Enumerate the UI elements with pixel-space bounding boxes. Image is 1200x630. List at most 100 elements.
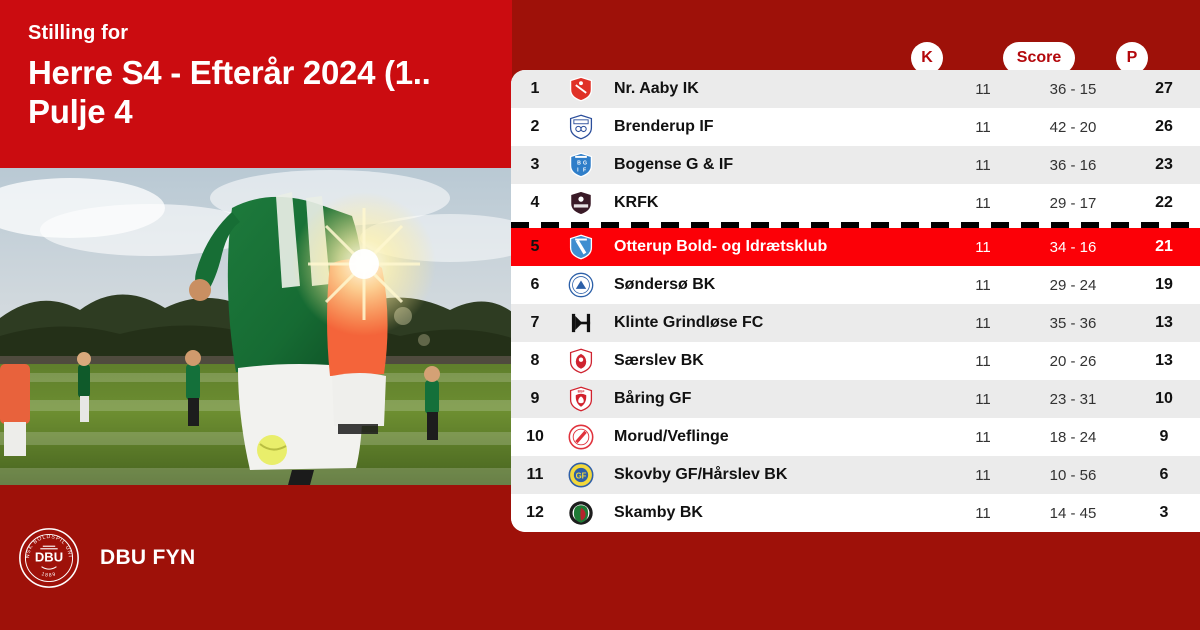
row-rank: 12 xyxy=(526,504,544,521)
table-row[interactable]: 7 Klinte Grindløse FC 11 35 - 36 13 xyxy=(511,304,1200,342)
row-points: 13 xyxy=(1155,314,1173,331)
row-team-name: Morud/Veflinge xyxy=(614,428,729,445)
row-matches-played: 11 xyxy=(975,352,991,370)
row-team-name: Klinte Grindløse FC xyxy=(614,314,764,331)
row-goal-score: 23 - 31 xyxy=(1049,390,1097,408)
row-points: 13 xyxy=(1155,352,1173,369)
row-goal-score: 10 - 56 xyxy=(1049,466,1097,484)
row-goal-score: 29 - 17 xyxy=(1049,194,1097,212)
crest-nr-aaby xyxy=(559,76,603,102)
row-team-name: Båring GF xyxy=(614,390,692,407)
header-kicker: Stilling for xyxy=(28,22,129,44)
row-goal-score: 29 - 24 xyxy=(1049,276,1097,294)
row-matches-played: 11 xyxy=(975,276,991,294)
row-team-name: Brenderup IF xyxy=(614,118,714,135)
table-row[interactable]: 6 Søndersø BK 11 29 - 24 19 xyxy=(511,266,1200,304)
crest-brenderup xyxy=(559,114,603,140)
svg-text:F: F xyxy=(583,168,586,174)
crest-saerslev xyxy=(559,348,603,374)
footer: DANSK BOLDSPIL UNION 1889 DBU DBU FYN xyxy=(0,485,512,630)
row-team-name: Bogense G & IF xyxy=(614,156,734,173)
crest-otterup xyxy=(559,234,603,260)
row-points: 10 xyxy=(1155,390,1173,407)
row-points: 27 xyxy=(1155,80,1173,97)
football-match-photo xyxy=(0,168,512,485)
row-matches-played: 11 xyxy=(975,238,991,256)
crest-morud xyxy=(559,424,603,450)
svg-text:G: G xyxy=(583,160,587,166)
table-row[interactable]: 10 Morud/Veflinge 11 18 - 24 9 xyxy=(511,418,1200,456)
table-row[interactable]: 12 Skamby BK 11 14 - 45 3 xyxy=(511,494,1200,532)
row-matches-played: 11 xyxy=(975,504,991,522)
row-points: 9 xyxy=(1159,428,1169,445)
row-matches-played: 11 xyxy=(975,428,991,446)
left-panel: Stilling for Herre S4 - Efterår 2024 (1.… xyxy=(0,0,512,630)
photo-illustration xyxy=(0,168,512,485)
row-points: 23 xyxy=(1155,156,1173,173)
svg-text:BGF: BGF xyxy=(578,390,585,394)
row-team-name: KRFK xyxy=(614,194,659,211)
promotion-cut-line xyxy=(511,222,1200,228)
table-row[interactable]: 9 BGF Båring GF 11 23 - 31 10 xyxy=(511,380,1200,418)
standings-table: 1 Nr. Aaby IK 11 36 - 15 27 2 Brenderup I… xyxy=(511,70,1200,532)
row-rank: 6 xyxy=(530,276,540,293)
row-points: 21 xyxy=(1155,238,1173,255)
row-rank: 3 xyxy=(530,156,540,173)
row-goal-score: 14 - 45 xyxy=(1049,504,1097,522)
svg-text:1889: 1889 xyxy=(41,571,58,578)
table-row[interactable]: 8 Særslev BK 11 20 - 26 13 xyxy=(511,342,1200,380)
row-rank: 9 xyxy=(530,390,540,407)
row-team-name: Skovby GF/Hårslev BK xyxy=(614,466,788,483)
row-matches-played: 11 xyxy=(975,390,991,408)
row-team-name: Skamby BK xyxy=(614,504,703,521)
dbu-logo: DANSK BOLDSPIL UNION 1889 DBU xyxy=(18,527,79,588)
table-row[interactable]: 3 B G I F Bogense G & IF 11 36 - 16 23 xyxy=(511,146,1200,184)
row-matches-played: 11 xyxy=(975,118,991,136)
row-rank: 10 xyxy=(526,428,544,445)
row-rank: 4 xyxy=(530,194,540,211)
row-goal-score: 36 - 16 xyxy=(1049,156,1097,174)
row-goal-score: 36 - 15 xyxy=(1049,80,1097,98)
svg-text:DBU: DBU xyxy=(35,549,63,564)
row-rank: 1 xyxy=(530,80,540,97)
row-team-name: Nr. Aaby IK xyxy=(614,80,699,97)
row-points: 3 xyxy=(1159,504,1169,521)
row-goal-score: 35 - 36 xyxy=(1049,314,1097,332)
row-rank: 11 xyxy=(526,466,544,483)
footer-org-label: DBU FYN xyxy=(100,545,196,569)
row-points: 26 xyxy=(1155,118,1173,135)
svg-text:B: B xyxy=(577,160,581,166)
row-goal-score: 18 - 24 xyxy=(1049,428,1097,446)
svg-text:GF: GF xyxy=(576,471,587,480)
svg-text:I: I xyxy=(577,168,579,174)
crest-bogense: B G I F xyxy=(559,152,603,178)
table-row[interactable]: 5 Otterup Bold- og Idrætsklub 11 34 - 16… xyxy=(511,228,1200,266)
row-team-name: Søndersø BK xyxy=(614,276,716,293)
row-rank: 8 xyxy=(530,352,540,369)
table-row[interactable]: 2 Brenderup IF 11 42 - 20 26 xyxy=(511,108,1200,146)
crest-skovby: GF xyxy=(559,462,603,488)
row-matches-played: 11 xyxy=(975,194,991,212)
row-matches-played: 11 xyxy=(975,80,991,98)
row-points: 6 xyxy=(1159,466,1169,483)
crest-klinte xyxy=(559,310,603,336)
row-matches-played: 11 xyxy=(975,156,991,174)
row-points: 22 xyxy=(1155,194,1173,211)
crest-baaring: BGF xyxy=(559,386,603,412)
crest-krfk xyxy=(559,190,603,216)
row-rank: 7 xyxy=(530,314,540,331)
row-rank: 5 xyxy=(530,238,540,255)
row-matches-played: 11 xyxy=(975,314,991,332)
row-matches-played: 11 xyxy=(975,466,991,484)
row-team-name: Særslev BK xyxy=(614,352,704,369)
header-block: Stilling for Herre S4 - Efterår 2024 (1.… xyxy=(0,0,512,168)
table-row[interactable]: 11 GF Skovby GF/Hårslev BK 11 10 - 56 6 xyxy=(511,456,1200,494)
row-team-name: Otterup Bold- og Idrætsklub xyxy=(614,238,828,255)
row-goal-score: 20 - 26 xyxy=(1049,352,1097,370)
row-points: 19 xyxy=(1155,276,1173,293)
table-row[interactable]: 1 Nr. Aaby IK 11 36 - 15 27 xyxy=(511,70,1200,108)
table-row[interactable]: 4 KRFK 11 29 - 17 22 xyxy=(511,184,1200,222)
row-goal-score: 42 - 20 xyxy=(1049,118,1097,136)
page-title: Herre S4 - Efterår 2024 (1.. Pulje 4 xyxy=(28,54,431,130)
